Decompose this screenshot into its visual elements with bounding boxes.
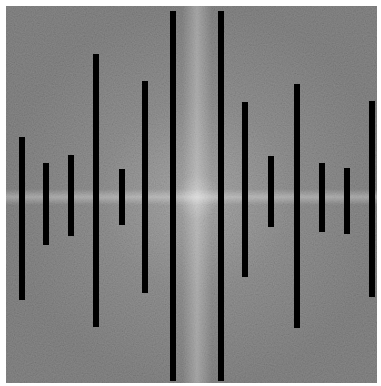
bar xyxy=(319,163,325,232)
bar xyxy=(218,11,224,381)
spectrum-image xyxy=(0,0,381,386)
bar xyxy=(119,169,125,225)
bar xyxy=(43,163,49,245)
bar xyxy=(19,137,25,300)
bar xyxy=(68,155,74,236)
bar xyxy=(170,11,176,381)
bar xyxy=(142,81,148,293)
bar xyxy=(93,54,99,327)
page xyxy=(0,0,381,386)
bar xyxy=(268,156,274,227)
bar xyxy=(294,84,300,328)
bar xyxy=(369,101,375,297)
bar xyxy=(344,168,350,234)
bar xyxy=(242,102,248,277)
